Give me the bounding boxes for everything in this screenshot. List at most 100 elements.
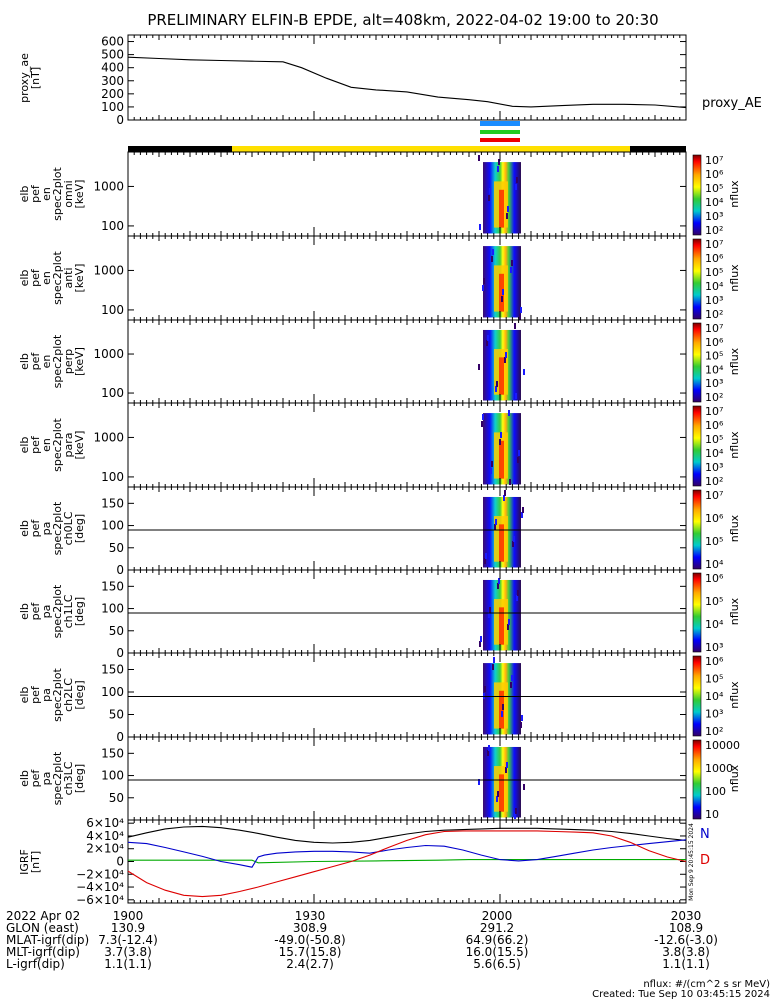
spectrogram-speck bbox=[507, 206, 509, 212]
y-axis-label-line: pef bbox=[29, 602, 42, 621]
elb-pef-en-spec2plot-omni-y-tick-label: 1000 bbox=[93, 179, 124, 193]
spectrogram-speck bbox=[496, 381, 498, 387]
elb-pef-en-spec2plot-perp-colorbar-tick: 10² bbox=[705, 391, 723, 404]
y-axis-label-line: pef bbox=[29, 519, 42, 538]
elb-pef-en-spec2plot-para-colorbar-tick: 10⁵ bbox=[705, 433, 723, 446]
y-axis-label-line: [deg] bbox=[73, 597, 86, 626]
footer-row-value: 130.9 bbox=[111, 921, 145, 935]
spectrogram-speck bbox=[490, 468, 492, 474]
y-axis-label-line: anti bbox=[62, 267, 75, 288]
elb-pef-pa-spec2plot-ch2LC-colorbar-label: nflux bbox=[728, 681, 741, 709]
proxy-ae-y-tick-label: 300 bbox=[101, 74, 124, 88]
elb-pef-pa-spec2plot-ch3LC-colorbar-tick: 10000 bbox=[705, 739, 740, 752]
proxy-ae-y-tick-label: 200 bbox=[101, 87, 124, 101]
footer-row-value: 16.0(15.5) bbox=[466, 945, 529, 959]
spectrogram-speck bbox=[496, 796, 498, 802]
spectrogram-speck bbox=[489, 607, 491, 613]
igrf-y-tick-label: 0 bbox=[116, 855, 124, 869]
footer-row-value: 2.4(2.7) bbox=[286, 957, 334, 971]
y-axis-label-line: ch2LC bbox=[62, 678, 75, 712]
y-axis-label-line: spec2plot bbox=[51, 334, 64, 388]
elb-pef-en-spec2plot-omni-frame bbox=[127, 151, 687, 237]
spectrogram-speck bbox=[505, 767, 507, 773]
proxy-ae-legend: proxy_AE bbox=[702, 96, 762, 111]
elb-pef-pa-spec2plot-ch1LC-colorbar-tick: 10⁶ bbox=[705, 572, 724, 585]
elb-pef-en-spec2plot-para-spectrogram bbox=[481, 410, 521, 485]
elb-pef-pa-spec2plot-ch1LC-colorbar bbox=[692, 572, 702, 653]
y-axis-label-line: elb bbox=[18, 770, 31, 787]
spectrogram-speck bbox=[478, 364, 480, 370]
elb-pef-en-spec2plot-para-colorbar-label: nflux bbox=[728, 431, 741, 459]
spectrogram-speck bbox=[520, 307, 522, 313]
elb-pef-en-spec2plot-anti-colorbar-tick: 10² bbox=[705, 308, 723, 321]
elb-pef-en-spec2plot-anti-colorbar-tick: 10⁴ bbox=[705, 280, 724, 293]
footer-row-value: 3.7(3.8) bbox=[104, 945, 152, 959]
spectrogram-speck bbox=[498, 578, 500, 584]
elb-pef-en-spec2plot-anti-colorbar bbox=[692, 238, 702, 320]
spectrogram-speck bbox=[509, 479, 511, 485]
footer-row-value: 308.9 bbox=[293, 921, 327, 935]
y-axis-label-line: pef bbox=[29, 352, 42, 371]
spectrogram-speck bbox=[491, 461, 493, 467]
elb-pef-pa-spec2plot-ch0LC-y-tick-label: 100 bbox=[101, 519, 124, 533]
proxy-ae-y-tick-label: 500 bbox=[101, 48, 124, 62]
created-timestamp: Created: Tue Sep 10 03:45:15 2024 bbox=[592, 989, 770, 1000]
spectrogram-speck bbox=[479, 224, 481, 230]
elb-pef-pa-spec2plot-ch1LC-y-tick-label: 0 bbox=[116, 646, 124, 660]
elb-pef-pa-spec2plot-ch1LC-y-tick-label: 150 bbox=[101, 579, 124, 593]
position-bar-day bbox=[232, 146, 630, 152]
spectrogram-peak bbox=[499, 273, 504, 312]
spectrogram-speck bbox=[478, 155, 480, 161]
spectrogram-speck bbox=[487, 750, 489, 756]
spectrogram-speck bbox=[516, 177, 518, 183]
elb-pef-pa-spec2plot-ch0LC-y-tick-label: 50 bbox=[109, 541, 124, 555]
spectrogram-speck bbox=[504, 490, 506, 496]
spectrogram-speck bbox=[511, 675, 513, 681]
spectrogram-speck bbox=[500, 432, 502, 438]
y-axis-label-line: en bbox=[40, 271, 53, 285]
spectrogram-speck bbox=[497, 583, 499, 589]
zone-marker-green bbox=[480, 130, 520, 134]
elb-pef-pa-spec2plot-ch2LC-y-tick-label: 50 bbox=[109, 708, 124, 722]
spectrogram-speck bbox=[502, 704, 504, 710]
elb-pef-pa-spec2plot-ch2LC-colorbar bbox=[692, 655, 702, 737]
igrf-y-tick-label: 6×10⁴ bbox=[86, 816, 124, 830]
footer-row-value: 64.9(66.2) bbox=[466, 933, 529, 947]
elb-pef-en-spec2plot-para-colorbar-tick: 10⁶ bbox=[705, 419, 724, 432]
elb-pef-en-spec2plot-para-y-tick-label: 1000 bbox=[93, 430, 124, 444]
elb-pef-pa-spec2plot-ch0LC-spectrogram bbox=[483, 490, 524, 568]
igrf-y-tick-label: −4×10⁴ bbox=[76, 880, 124, 894]
elb-pef-pa-spec2plot-ch2LC-colorbar-tick: 10⁴ bbox=[705, 690, 724, 703]
elb-pef-pa-spec2plot-ch3LC-colorbar-tick: 1000 bbox=[705, 762, 733, 775]
spectrogram-speck bbox=[488, 745, 490, 751]
spectrogram-speck bbox=[514, 323, 516, 329]
zone-marker-blue bbox=[480, 121, 520, 126]
igrf-y-tick-label: 4×10⁴ bbox=[86, 829, 124, 843]
elb-pef-pa-spec2plot-ch3LC-colorbar-tick: 10 bbox=[705, 808, 719, 821]
elb-pef-en-spec2plot-perp-colorbar-tick: 10⁴ bbox=[705, 363, 724, 376]
spectrogram-speck bbox=[491, 256, 493, 262]
proxy-ae-frame bbox=[127, 34, 687, 121]
elb-pef-pa-spec2plot-ch2LC-colorbar-tick: 10² bbox=[705, 725, 723, 738]
y-axis-label-line: [deg] bbox=[73, 764, 86, 793]
spectrogram-speck bbox=[495, 519, 497, 525]
y-axis-label-line: para bbox=[62, 433, 75, 458]
spectrogram-speck bbox=[506, 213, 508, 219]
spectrogram-speck bbox=[513, 536, 515, 542]
spectrogram-peak bbox=[499, 774, 504, 812]
elb-pef-pa-spec2plot-ch2LC-colorbar-tick: 10³ bbox=[705, 708, 723, 721]
spectrogram-speck bbox=[508, 619, 510, 625]
spectrogram-speck bbox=[505, 352, 507, 358]
footer-row-value: 15.7(15.8) bbox=[279, 945, 342, 959]
spectrogram-speck bbox=[520, 722, 522, 728]
y-axis-label-line: spec2plot bbox=[51, 167, 64, 221]
proxy-ae-y-label: proxy_ae[nT] bbox=[18, 53, 42, 103]
footer-row-value: 2000 bbox=[482, 909, 513, 923]
elb-pef-en-spec2plot-anti-spectrogram bbox=[482, 246, 522, 320]
elb-pef-en-spec2plot-perp-frame bbox=[127, 319, 687, 404]
